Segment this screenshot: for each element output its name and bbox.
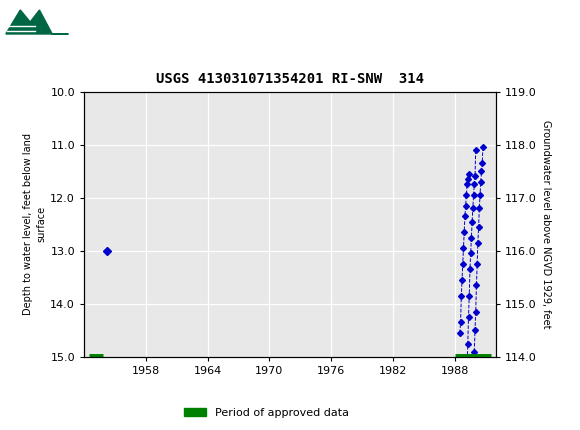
Y-axis label: Groundwater level above NGVD 1929, feet: Groundwater level above NGVD 1929, feet	[541, 120, 551, 329]
Text: USGS: USGS	[78, 12, 125, 28]
Y-axis label: Depth to water level, feet below land
surface: Depth to water level, feet below land su…	[23, 133, 46, 315]
Polygon shape	[6, 10, 68, 34]
FancyBboxPatch shape	[5, 3, 68, 37]
Legend: Period of approved data: Period of approved data	[180, 403, 354, 422]
Title: USGS 413031071354201 RI-SNW  314: USGS 413031071354201 RI-SNW 314	[156, 72, 424, 86]
